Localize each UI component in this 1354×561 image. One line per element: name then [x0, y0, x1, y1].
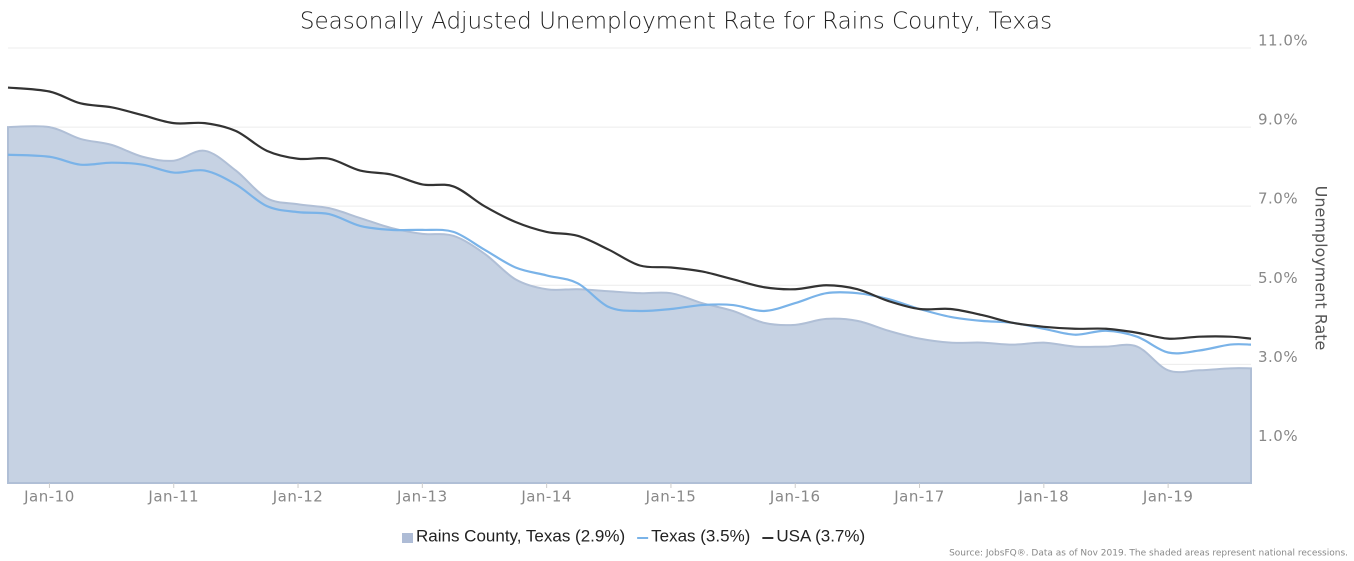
x-tick-label: Jan-16: [769, 488, 821, 506]
x-tick-label: Jan-10: [23, 488, 75, 506]
plot: [7, 86, 1252, 484]
legend-swatch: [402, 533, 413, 543]
x-tick-label: Jan-19: [1142, 488, 1194, 506]
line: [7, 153, 1252, 355]
source-note: Source: JobsFQ®. Data as of Nov 2019. Th…: [949, 549, 1348, 559]
y-tick-label: 7.0%: [1258, 190, 1298, 208]
y-tick-label: 3.0%: [1258, 348, 1298, 366]
x-tick-label: Jan-12: [272, 488, 324, 506]
x-tick-label: Jan-15: [645, 488, 697, 506]
x-tick-label: Jan-13: [396, 488, 448, 506]
legend-label: Texas (3.5%): [651, 526, 750, 545]
x-tick-label: Jan-18: [1018, 488, 1070, 506]
legend-label: Rains County, Texas (2.9%): [416, 526, 625, 545]
x-tick-label: Jan-17: [893, 488, 945, 506]
legend-label: USA (3.7%): [776, 526, 865, 545]
chart-title: Seasonally Adjusted Unemployment Rate fo…: [300, 9, 1052, 35]
y-tick-label: 5.0%: [1258, 269, 1298, 287]
y-tick-label: 9.0%: [1258, 111, 1298, 129]
y-tick-label: 11.0%: [1258, 32, 1308, 50]
x-tick-label: Jan-14: [520, 488, 572, 506]
y-axis-label: Unemployment Rate: [1312, 186, 1331, 351]
area: [7, 125, 1252, 484]
x-tick-label: Jan-11: [147, 488, 199, 506]
line: [7, 86, 1252, 340]
y-tick-label: 1.0%: [1258, 427, 1298, 445]
